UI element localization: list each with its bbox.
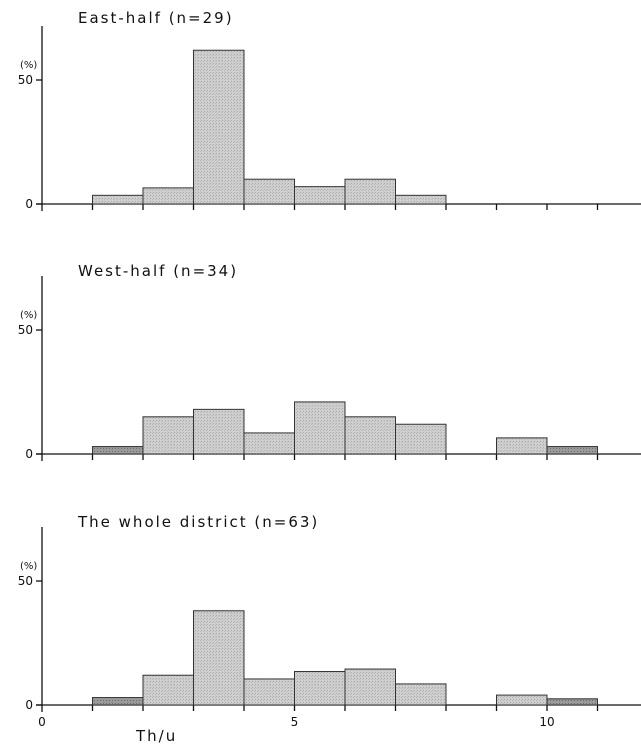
histogram-bar xyxy=(92,697,144,706)
histogram-bar xyxy=(193,610,245,706)
y-tick-label: 50 xyxy=(18,323,33,337)
histogram-bar xyxy=(395,423,447,455)
histogram-panel-2: West-half (n=34) 0 50 (%) xyxy=(18,262,641,461)
y-tick-label: 0 xyxy=(25,447,33,461)
y-axis-unit-label: (%) xyxy=(20,310,37,321)
histogram-bar xyxy=(344,416,396,455)
y-axis-unit-label: (%) xyxy=(20,60,37,71)
histogram-bar xyxy=(496,437,548,455)
histogram-bar xyxy=(243,178,295,205)
histogram-bar xyxy=(395,683,447,706)
panel-title: The whole district (n=63) xyxy=(77,513,319,531)
histogram-bar xyxy=(193,408,245,455)
x-axis-label: Th/u xyxy=(135,727,177,745)
histogram-bar xyxy=(496,694,548,706)
x-tick-label: 10 xyxy=(539,715,554,729)
histogram-bar xyxy=(344,178,396,205)
histogram-panel-1: East-half (n=29) 0 50 (%) xyxy=(18,9,641,211)
histogram-panel-3: The whole district (n=63) 0 50 (%) 0 5 10 Th/u xyxy=(18,513,641,745)
histogram-bar xyxy=(294,186,346,205)
histogram-bar xyxy=(92,446,144,455)
histogram-bar xyxy=(243,432,295,455)
histogram-bar xyxy=(294,671,346,706)
panel-title: East-half (n=29) xyxy=(78,9,234,27)
histogram-bar xyxy=(546,446,598,455)
y-tick-label: 50 xyxy=(18,73,33,87)
histogram-bar xyxy=(243,678,295,706)
x-tick-label: 0 xyxy=(38,715,46,729)
histogram-bar xyxy=(546,698,598,706)
histogram-bar xyxy=(92,194,144,205)
histogram-bar xyxy=(344,668,396,706)
y-tick-label: 0 xyxy=(25,698,33,712)
histogram-bar xyxy=(142,416,194,455)
histogram-bar xyxy=(193,49,245,205)
histogram-bar xyxy=(395,194,447,205)
y-tick-label: 0 xyxy=(25,197,33,211)
histogram-bar xyxy=(142,187,194,205)
histogram-bar xyxy=(142,674,194,706)
y-tick-label: 50 xyxy=(18,574,33,588)
histogram-bar xyxy=(294,401,346,455)
x-tick-label: 5 xyxy=(291,715,299,729)
y-axis-unit-label: (%) xyxy=(20,561,37,572)
panel-title: West-half (n=34) xyxy=(78,262,238,280)
